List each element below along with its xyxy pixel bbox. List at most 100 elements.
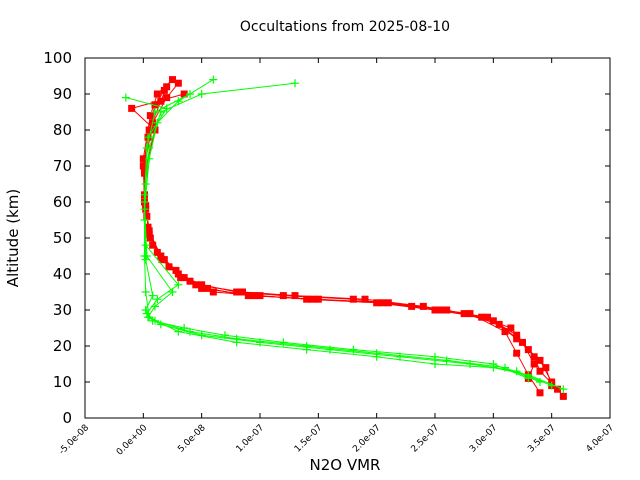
data-point	[158, 256, 166, 264]
data-point	[239, 288, 246, 296]
data-point	[221, 331, 229, 340]
data-point	[141, 166, 148, 174]
data-point	[349, 345, 358, 354]
data-point	[507, 324, 515, 332]
data-point	[524, 374, 533, 383]
data-point	[160, 86, 168, 94]
x-tick-label: 5.0e-08	[176, 423, 208, 455]
data-point	[530, 360, 538, 368]
data-point	[174, 97, 183, 106]
data-point	[204, 284, 211, 292]
data-point	[180, 90, 188, 98]
data-point	[148, 291, 157, 300]
data-point	[121, 93, 130, 102]
data-point	[437, 306, 445, 314]
y-axis-title: Altitude (km)	[4, 189, 22, 287]
data-point	[349, 295, 357, 303]
y-tick-label: 40	[53, 265, 72, 283]
profile-line	[143, 93, 552, 387]
data-point	[542, 364, 550, 372]
data-point	[419, 302, 427, 310]
data-point	[513, 335, 521, 343]
x-tick-label: 2.0e-07	[351, 423, 383, 455]
profile-line	[144, 82, 564, 390]
data-point	[536, 378, 544, 386]
x-tick-label: -5.0e-08	[57, 423, 91, 457]
x-axis-title: N2O VMR	[310, 456, 381, 474]
data-point	[198, 281, 206, 289]
data-point	[244, 292, 252, 300]
data-point	[279, 292, 287, 300]
data-point	[163, 83, 171, 91]
data-point	[174, 280, 183, 289]
data-point	[431, 306, 439, 314]
data-point	[501, 328, 509, 336]
y-tick-label: 50	[53, 229, 72, 247]
y-tick-label: 30	[53, 301, 72, 319]
data-point	[128, 104, 136, 112]
data-point	[478, 313, 486, 321]
data-point	[174, 79, 182, 87]
data-point	[536, 356, 544, 364]
data-point	[384, 299, 392, 307]
profile-line	[142, 86, 541, 394]
profile-line	[125, 97, 541, 383]
profile-line	[143, 79, 529, 379]
profile-line	[130, 93, 553, 386]
data-point	[536, 367, 544, 375]
y-tick-label: 70	[53, 157, 72, 175]
x-tick-label: 3.5e-07	[526, 423, 558, 455]
y-tick-label: 100	[43, 49, 72, 67]
data-point	[151, 108, 159, 116]
data-point	[153, 248, 161, 256]
data-point	[140, 205, 149, 214]
data-point	[513, 349, 521, 357]
data-point	[141, 306, 150, 314]
data-point	[145, 154, 154, 163]
y-tick-label: 0	[62, 409, 72, 427]
y-tick-label: 60	[53, 193, 72, 211]
data-point	[291, 79, 299, 88]
data-point	[197, 90, 206, 98]
series-2	[121, 75, 568, 394]
data-point	[466, 310, 474, 318]
data-point	[153, 90, 161, 98]
y-tick-label: 20	[53, 337, 72, 355]
data-point	[142, 202, 150, 210]
data-point	[153, 118, 162, 127]
data-point	[309, 295, 316, 303]
chart-title: Occultations from 2025-08-10	[240, 19, 450, 35]
data-point	[431, 352, 439, 361]
y-tick-label: 10	[53, 373, 72, 391]
data-point	[146, 234, 154, 242]
data-point	[180, 324, 189, 332]
data-point	[489, 360, 498, 368]
profile-line	[142, 79, 535, 379]
data-point	[142, 252, 151, 260]
profile-line	[143, 90, 558, 390]
data-point	[149, 241, 157, 249]
data-point	[442, 356, 451, 365]
data-point	[559, 392, 567, 400]
data-point	[372, 349, 381, 358]
data-point	[250, 292, 258, 300]
data-point	[554, 385, 561, 393]
data-point	[291, 292, 299, 300]
data-point	[209, 288, 217, 296]
series-layer	[121, 75, 568, 400]
data-point	[174, 270, 182, 278]
data-point	[197, 331, 206, 340]
data-point	[156, 320, 165, 329]
x-tick-label: 2.5e-07	[410, 423, 442, 455]
data-point	[209, 75, 218, 84]
data-point	[198, 284, 206, 292]
data-point	[141, 288, 150, 296]
data-point	[559, 385, 568, 394]
y-axis: 0 10 20 30 40 50 60 70 80 90 100	[43, 49, 610, 427]
data-point	[431, 360, 439, 368]
data-point	[536, 389, 544, 397]
data-point	[232, 334, 241, 343]
data-point	[192, 281, 200, 289]
data-point	[163, 94, 171, 102]
